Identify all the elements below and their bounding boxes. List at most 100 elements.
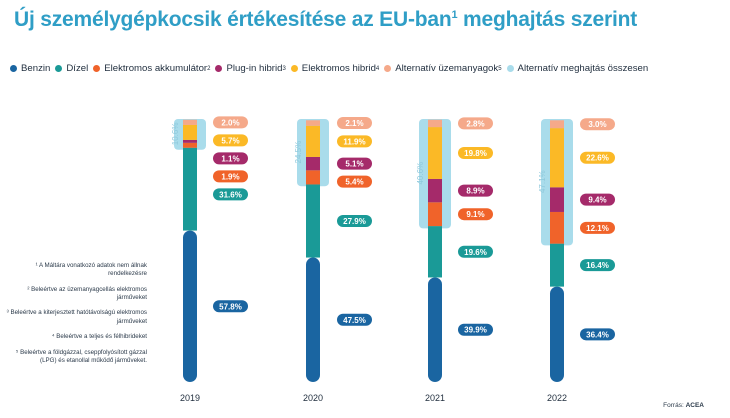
value-pill-benzin-2019 <box>213 300 248 313</box>
value-pill-alternativ-uzemanyagok-2019 <box>213 116 248 129</box>
bar-segment-elektromos-akkumulator-2019 <box>183 142 197 148</box>
value-pill-benzin-2020 <box>337 313 372 326</box>
chart-title: Új személygépkocsik értékesítése az EU-b… <box>14 8 637 32</box>
legend-label: Alternatív meghajtás összesen <box>517 63 649 74</box>
bar-segment-dizel-2020 <box>306 184 320 258</box>
source-name: ACEA <box>685 402 704 409</box>
x-tick-label-2021: 2021 <box>425 393 445 403</box>
bar-base-2022 <box>550 370 564 375</box>
value-label-plug-in-hibrid-2019: 1.1% <box>221 154 239 163</box>
bar-segment-alternativ-uzemanyagok-2022 <box>550 120 564 129</box>
value-pill-plug-in-hibrid-2020 <box>337 157 372 170</box>
bar-segment-dizel-2019 <box>183 147 197 231</box>
value-pill-dizel-2021 <box>458 245 493 258</box>
value-label-elektromos-akkumulator-2020: 5.4% <box>345 178 363 187</box>
footnote-5: ⁵ Beleértve a földgázzal, cseppfolyósíto… <box>15 348 147 364</box>
value-pill-benzin-2022 <box>580 328 615 341</box>
bar-segment-elektromos-akkumulator-2022 <box>550 211 564 244</box>
legend-swatch <box>93 65 101 72</box>
legend-label: Elektromos akkumulátor <box>104 63 208 74</box>
value-pill-dizel-2022 <box>580 259 615 272</box>
legend-label: Plug-in hibrid <box>226 63 283 74</box>
bar-segment-alternativ-uzemanyagok-2021 <box>428 119 442 128</box>
source-credit: Forrás: ACEA <box>663 402 704 409</box>
legend-swatch <box>215 65 223 72</box>
value-label-plug-in-hibrid-2022: 9.4% <box>588 196 606 205</box>
alt-total-label-2020: 24.5% <box>294 141 303 164</box>
legend-sup: 2 <box>207 65 211 72</box>
legend-sup: 4 <box>375 65 380 72</box>
value-pill-elektromos-hibrid-2021 <box>458 147 493 160</box>
legend-item-phev: Plug-in hibrid 3 <box>215 63 286 74</box>
x-tick-label-2020: 2020 <box>303 393 323 403</box>
value-label-elektromos-akkumulator-2022: 12.1% <box>586 224 609 233</box>
bar-segment-benzin-2021 <box>428 277 442 382</box>
legend-label: Dízel <box>66 63 89 74</box>
x-tick-label-2022: 2022 <box>547 393 567 403</box>
bar-segment-plug-in-hibrid-2021 <box>428 178 442 203</box>
value-pill-alternativ-uzemanyagok-2022 <box>580 118 615 131</box>
bar-segment-elektromos-hibrid-2020 <box>306 125 320 157</box>
value-pill-plug-in-hibrid-2021 <box>458 184 493 197</box>
bar-segment-dizel-2021 <box>428 226 442 278</box>
bar-segment-plug-in-hibrid-2022 <box>550 187 564 212</box>
value-label-elektromos-hibrid-2021: 19.8% <box>464 149 487 158</box>
legend-item-altfuel: Alternatív üzemanyagok 5 <box>384 63 502 74</box>
bar-segment-benzin-2022 <box>550 286 564 382</box>
chart-legend: Benzin Dízel Elektromos akkumulátor 2 Plu… <box>10 63 653 74</box>
value-label-elektromos-hibrid-2020: 11.9% <box>343 137 365 146</box>
value-pill-elektromos-akkumulator-2022 <box>580 221 615 234</box>
legend-sup: 5 <box>498 65 502 72</box>
value-pill-elektromos-hibrid-2020 <box>337 135 372 148</box>
value-pill-elektromos-akkumulator-2020 <box>337 175 372 188</box>
value-pill-elektromos-akkumulator-2019 <box>213 170 248 183</box>
alt-total-label-2022: 47.1% <box>538 170 547 193</box>
value-label-dizel-2020: 27.9% <box>343 217 366 226</box>
value-label-alternativ-uzemanyagok-2022: 3.0% <box>588 120 606 129</box>
legend-item-alt-total: Alternatív meghajtás összesen <box>506 63 649 74</box>
bar-base-2019 <box>183 370 197 375</box>
chart-title-tail: meghajtás szerint <box>457 8 638 31</box>
bar-segment-elektromos-akkumulator-2020 <box>306 170 320 185</box>
legend-swatch <box>10 65 17 72</box>
value-label-benzin-2022: 36.4% <box>586 330 609 339</box>
value-pill-alternativ-uzemanyagok-2021 <box>458 117 493 130</box>
x-tick-label-2019: 2019 <box>180 393 200 403</box>
legend-sup: 3 <box>282 65 286 72</box>
footnote-1: ¹ A Máltára vonatkozó adatok nem állnak … <box>35 262 147 278</box>
bar-segment-benzin-2019 <box>183 230 197 382</box>
value-label-plug-in-hibrid-2021: 8.9% <box>466 187 484 196</box>
alt-total-label-2021: 40.6% <box>416 162 425 185</box>
value-label-dizel-2021: 19.6% <box>464 248 487 257</box>
bar-segment-alternativ-uzemanyagok-2019 <box>183 119 197 125</box>
value-pill-elektromos-hibrid-2019 <box>213 134 248 147</box>
chart-title-footnote-mark: 1 <box>451 9 458 21</box>
legend-item-dizel: Dízel <box>55 63 88 74</box>
value-label-elektromos-akkumulator-2019: 1.9% <box>221 172 239 181</box>
bar-segment-elektromos-hibrid-2022 <box>550 128 564 188</box>
value-pill-elektromos-akkumulator-2021 <box>458 208 493 221</box>
value-pill-benzin-2021 <box>458 323 493 336</box>
value-label-benzin-2020: 47.5% <box>343 316 366 325</box>
alt-total-label-2019: 10.6% <box>171 123 180 146</box>
source-prefix: Forrás: <box>663 402 686 409</box>
value-label-benzin-2019: 57.8% <box>219 302 242 311</box>
bar-segment-elektromos-akkumulator-2021 <box>428 202 442 227</box>
bar-segment-plug-in-hibrid-2019 <box>183 139 197 143</box>
value-label-dizel-2019: 31.6% <box>219 190 242 199</box>
bar-segment-plug-in-hibrid-2020 <box>306 156 320 171</box>
legend-swatch <box>384 65 392 72</box>
value-label-alternativ-uzemanyagok-2020: 2.1% <box>345 119 363 128</box>
bar-segment-alternativ-uzemanyagok-2020 <box>306 120 320 126</box>
value-label-elektromos-hibrid-2019: 5.7% <box>221 136 239 145</box>
footnote-4: ⁴ Beleértve a teljes és félhibrideket <box>51 333 147 341</box>
legend-item-benzin: Benzin <box>10 63 50 74</box>
bar-base-2021 <box>428 370 442 375</box>
legend-label: Alternatív üzemanyagok <box>395 63 499 74</box>
value-label-alternativ-uzemanyagok-2019: 2.0% <box>221 118 239 127</box>
value-label-elektromos-hibrid-2022: 22.6% <box>586 154 609 163</box>
legend-item-bev: Elektromos akkumulátor 2 <box>93 63 210 74</box>
value-label-benzin-2021: 39.9% <box>464 326 487 335</box>
legend-label: Elektromos hibrid <box>301 63 376 74</box>
